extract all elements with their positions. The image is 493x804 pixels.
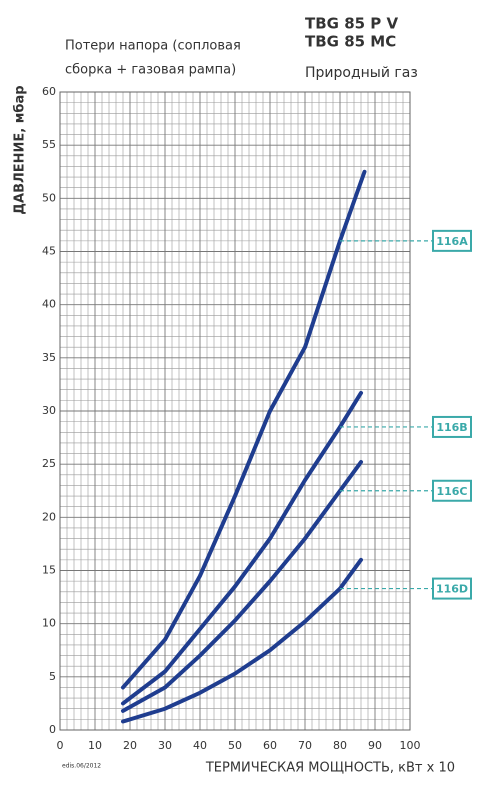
legend-box xyxy=(432,229,472,252)
y-tick-label: 20 xyxy=(42,510,56,523)
plot-frame xyxy=(59,91,411,731)
x-axis-label: ТЕРМИЧЕСКАЯ МОЩНОСТЬ, кВт x 10 xyxy=(205,761,455,776)
x-tick-label: 20 xyxy=(123,739,137,752)
subtitle: Потери напора (сопловая xyxy=(65,39,241,54)
x-tick-label: 90 xyxy=(368,739,382,752)
x-tick-label: 60 xyxy=(263,739,277,752)
x-tick-label: 50 xyxy=(228,739,242,752)
y-tick-label: 45 xyxy=(42,245,56,258)
x-tick-label: 30 xyxy=(158,739,172,752)
y-tick-label: 35 xyxy=(42,351,56,364)
legend-label: 116C xyxy=(436,485,467,498)
y-tick-label: 25 xyxy=(42,457,56,470)
footnote: edis.06/2012 xyxy=(62,763,101,770)
y-tick-label: 5 xyxy=(49,670,56,683)
series-line xyxy=(121,460,363,713)
y-tick-label: 10 xyxy=(42,617,56,630)
x-tick-label: 70 xyxy=(298,739,312,752)
x-tick-label: 0 xyxy=(57,739,64,752)
chart-title: TBG 85 P V xyxy=(305,15,399,33)
legend-box xyxy=(432,415,472,438)
y-tick-label: 30 xyxy=(42,404,56,417)
x-tick-label: 80 xyxy=(333,739,347,752)
series-line xyxy=(121,557,363,724)
x-tick-label: 10 xyxy=(88,739,102,752)
legend-box xyxy=(432,479,472,502)
x-tick-label: 40 xyxy=(193,739,207,752)
legend-label: 116D xyxy=(436,583,468,596)
fuel-label: Природный газ xyxy=(305,65,418,81)
subtitle: сборка + газовая рампа) xyxy=(65,63,236,78)
series-line xyxy=(121,390,363,706)
y-axis-label: ДАВЛЕНИЕ, мбар xyxy=(13,85,28,214)
y-tick-label: 0 xyxy=(49,723,56,736)
chart-title: TBG 85 MC xyxy=(305,33,396,51)
y-tick-label: 55 xyxy=(42,138,56,151)
x-tick-label: 100 xyxy=(400,739,421,752)
y-tick-label: 50 xyxy=(42,191,56,204)
legend-box xyxy=(432,577,472,600)
y-tick-label: 15 xyxy=(42,564,56,577)
legend-label: 116B xyxy=(436,421,467,434)
y-tick-label: 60 xyxy=(42,85,56,98)
series-line xyxy=(121,169,367,690)
legend-label: 116A xyxy=(436,235,468,248)
y-tick-label: 40 xyxy=(42,298,56,311)
